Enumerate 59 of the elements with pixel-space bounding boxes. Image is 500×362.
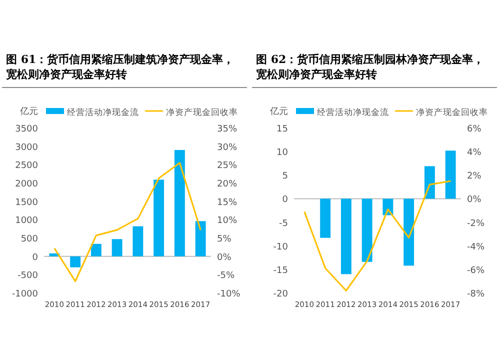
y2-tick-label: 0% [217,252,232,263]
chart-title: 图 62：货币信用紧缩压制园林净资产现金率，宽松则净资产现金率好转 [252,52,497,88]
y-tick-label: 3500 [15,124,38,134]
y2-tick-label: -5% [217,271,235,282]
bar [154,180,164,256]
y-tick-label: -20 [273,290,288,300]
y-tick-label: 0 [32,252,38,263]
y2-tick-label: 6% [467,124,482,134]
y2-tick-label: 4% [467,148,482,158]
bar [112,239,122,256]
line-series [304,180,452,292]
bar [340,198,352,274]
bar [445,150,456,199]
bar [132,226,144,256]
y2-tick-label: -8% [467,290,485,300]
bar [90,244,102,256]
chart-title: 图 61：货币信用紧缩压制建筑净资产现金率，宽松则净资产现金率好转 [2,52,247,88]
y2-tick-label: 30% [217,142,238,153]
legend-label: 净资产现金回收率 [166,107,238,118]
y-tick-label: 500 [20,234,38,244]
y-tick-label: -1000 [12,290,38,300]
y2-tick-label: 10% [217,216,238,226]
line-series [54,162,202,282]
y2-tick-label: 15% [217,198,238,208]
legend-label: 净资产现金回收率 [416,107,488,118]
y-tick-label: -500 [18,271,38,282]
bar [70,256,81,268]
legend-label: 经营活动净现金流 [67,107,139,118]
bar [320,198,331,238]
y2-tick-label: -6% [467,266,485,276]
y-tick-label: -10 [273,242,288,252]
y2-tick-label: 5% [217,234,232,244]
y2-tick-label: 2% [467,172,482,182]
y-tick-label: 3000 [15,142,38,153]
y2-tick-label: -2% [467,218,485,229]
y-tick-label: 2500 [15,161,38,172]
y2-tick-label: 25% [217,161,238,172]
y-axis-title: 亿元 [19,106,38,117]
bar [174,150,185,256]
y-tick-label: 10 [276,148,288,158]
y-tick-label: 0 [282,195,288,206]
bar [404,198,414,266]
y-tick-label: 5 [282,172,288,182]
y-tick-label: 1500 [15,198,38,208]
legend-label: 经营活动净现金流 [317,107,389,118]
bar [362,198,372,262]
y-tick-label: 1000 [15,216,38,226]
y2-tick-label: -10% [217,290,241,300]
y-tick-label: 15 [276,124,288,134]
y-tick-label: -5 [279,218,288,229]
bar [424,166,435,199]
y-axis-title: 亿元 [269,106,288,117]
bar [195,221,206,256]
y-tick-label: 2000 [15,180,38,190]
y-tick-label: -15 [273,266,288,276]
y2-tick-label: -4% [467,242,485,252]
y2-tick-label: 35% [217,124,238,134]
y2-tick-label: 20% [217,180,238,190]
y2-tick-label: 0% [467,195,482,206]
